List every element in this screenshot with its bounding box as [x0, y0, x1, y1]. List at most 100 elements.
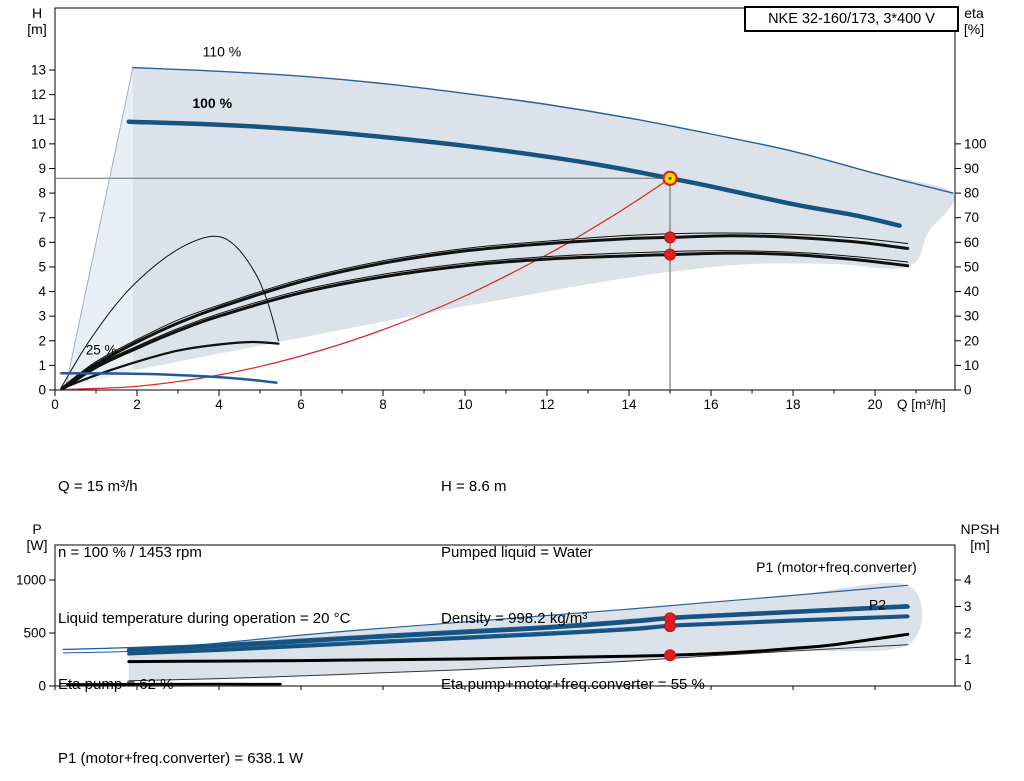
p-axis-name: P: [32, 521, 42, 537]
p1-value: P1 (motor+freq.converter) = 638.1 W: [58, 750, 304, 767]
y-right-tick-label: 20: [964, 333, 979, 348]
p-axis-unit: [W]: [26, 537, 48, 553]
power-envelope-top-line: [128, 584, 909, 652]
q-value: Q = 15 m³/h: [58, 478, 138, 495]
y-right-tick-label: 4: [964, 572, 972, 587]
p2-point: [664, 620, 677, 633]
y-left-tick-label: 6: [38, 235, 46, 250]
speed-envelope: [132, 67, 955, 371]
p2-curve: [127, 614, 910, 656]
y-left-tick-label: 9: [38, 161, 46, 176]
y-right-tick-label: 0: [964, 679, 972, 694]
system-curve: [62, 177, 671, 391]
speed-value: n = 100 % / 1453 rpm: [58, 544, 202, 561]
eta-pump-value: Eta pump = 62 %: [58, 676, 174, 693]
eta-total-value: Eta pump+motor+freq.converter = 55 %: [441, 676, 705, 693]
power-envelope-lower-line: [128, 644, 909, 682]
x-tick-label: 14: [622, 397, 638, 412]
eta-pump-point: [664, 231, 677, 244]
liquid-temperature-value: Liquid temperature during operation = 20…: [58, 610, 351, 627]
y-right-tick-label: 50: [964, 259, 979, 274]
h-axis-label: H [m]: [20, 5, 54, 37]
label-110pct: 110 %: [203, 43, 242, 59]
x-tick-label: 2: [133, 397, 141, 412]
p1-curve: [126, 604, 910, 652]
label-100pct: 100 %: [192, 95, 232, 111]
npsh-axis-label: NPSH [m]: [956, 521, 1004, 553]
pump-eta-thin: [62, 232, 909, 387]
y-left-tick-label: 2: [38, 333, 46, 348]
p2-curve-label: P2: [869, 597, 886, 613]
pumped-liquid-value: Pumped liquid = Water: [441, 544, 593, 561]
curve-100pct: [126, 119, 902, 228]
x-tick-label: 10: [458, 397, 473, 412]
x-tick-label: 6: [297, 397, 305, 412]
npsh-point: [664, 649, 677, 662]
y-left-tick-label: 7: [38, 210, 46, 225]
curve-25pct: [59, 372, 278, 384]
x-tick-label: 20: [868, 397, 883, 412]
y-left-tick-label: 13: [31, 63, 46, 78]
y-left-tick-label: 5: [38, 259, 46, 274]
y-left-tick-label: 500: [23, 625, 46, 640]
h-axis-name: H: [31, 5, 43, 21]
x-tick-label: 0: [51, 397, 59, 412]
power-info: P1 (motor+freq.converter) = 638.1 W P2 =…: [58, 704, 303, 781]
eta-25pct-curve: [60, 340, 280, 390]
npsh-axis-unit: [m]: [970, 537, 990, 553]
duty-point-center: [668, 176, 672, 180]
y-left-tick-label: 8: [38, 186, 46, 201]
y-right-tick-label: 2: [964, 625, 972, 640]
y-left-tick-label: 12: [31, 87, 46, 102]
eta-axis-unit: [%]: [963, 21, 985, 37]
y-left-tick-label: 0: [38, 679, 46, 694]
total-eta-curve: [61, 251, 910, 391]
x-tick-label: 12: [540, 397, 555, 412]
y-right-tick-label: 40: [964, 284, 979, 299]
y-left-tick-label: 1: [38, 358, 46, 373]
total-eta-thin: [62, 250, 909, 389]
p2-thin: [62, 614, 909, 654]
curve-110pct: [132, 66, 954, 194]
y-right-tick-label: 1: [964, 652, 972, 667]
y-right-tick-label: 10: [964, 358, 979, 373]
y-right-tick-label: 3: [964, 599, 972, 614]
y-left-tick-label: 3: [38, 309, 46, 324]
duty-info-left: Q = 15 m³/h n = 100 % / 1453 rpm Liquid …: [58, 432, 350, 740]
y-left-tick-label: 1000: [16, 572, 46, 587]
y-right-tick-label: 70: [964, 210, 979, 225]
eta-axis-label: eta [%]: [956, 5, 992, 37]
label-25pct: 25 %: [86, 342, 117, 357]
eta-total-point: [664, 248, 677, 261]
x-axis-unit-label: Q [m³/h]: [897, 397, 946, 412]
y-left-tick-label: 0: [38, 383, 46, 398]
pump-title: NKE 32-160/173, 3*400 V: [768, 11, 935, 27]
y-right-tick-label: 60: [964, 235, 979, 250]
y-left-tick-label: 10: [31, 136, 46, 151]
h-value: H = 8.6 m: [441, 478, 507, 495]
p1-curve-label: P1 (motor+freq.converter): [756, 559, 917, 575]
min-flow-line: [64, 67, 134, 390]
y-left-tick-label: 11: [32, 112, 46, 127]
x-tick-label: 8: [379, 397, 387, 412]
h-axis-unit: [m]: [27, 21, 47, 37]
y-right-tick-label: 80: [964, 186, 979, 201]
y-left-tick-label: 4: [38, 284, 46, 299]
y-right-tick-label: 90: [964, 161, 979, 176]
eta-axis-name: eta: [964, 5, 984, 21]
density-value: Density = 998.2 kg/m³: [441, 610, 588, 627]
power-npsh-chart-frame: [54, 544, 956, 687]
y-right-tick-label: 100: [964, 136, 987, 151]
npsh-axis-name: NPSH: [960, 521, 1000, 537]
duty-info-right: H = 8.6 m Pumped liquid = Water Density …: [441, 432, 705, 740]
pump-title-box: NKE 32-160/173, 3*400 V: [744, 6, 959, 32]
qh-eta-chart-frame: [54, 7, 956, 391]
npsh-curve: [127, 632, 910, 664]
x-tick-label: 4: [215, 397, 223, 412]
y-right-tick-label: 30: [964, 309, 979, 324]
pump-eta-curve: [61, 234, 910, 389]
eta-reduced-speed-thin: [60, 235, 279, 388]
y-right-tick-label: 0: [964, 383, 972, 398]
